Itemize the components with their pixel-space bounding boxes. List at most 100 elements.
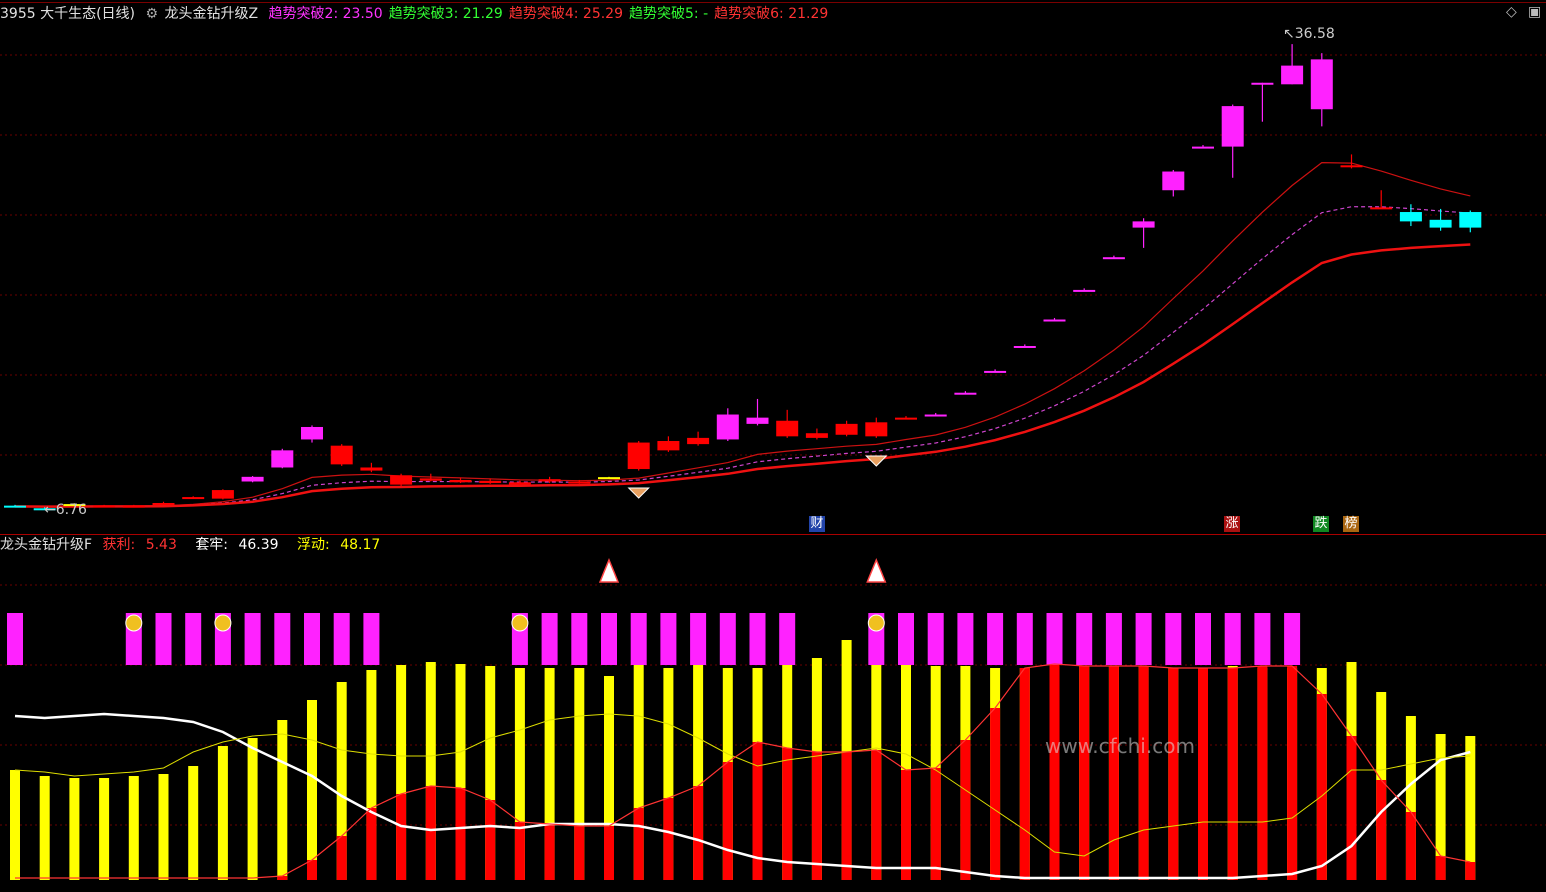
- indicator-line-4: 趋势突破4: 25.29: [508, 6, 623, 22]
- candle: [1370, 190, 1393, 210]
- diamond-icon[interactable]: ◇: [1506, 4, 1517, 20]
- yellow-bar: [396, 665, 407, 880]
- signal-bar: [363, 613, 380, 665]
- candle: [1340, 154, 1363, 169]
- signal-bar: [1076, 613, 1093, 665]
- candle-body: [122, 505, 145, 508]
- candle: [746, 398, 769, 426]
- candle: [776, 409, 799, 438]
- candle-body: [1102, 257, 1125, 260]
- rocket-icon: [598, 558, 620, 583]
- red-bar: [1316, 694, 1327, 880]
- marker-bang[interactable]: 榜: [1343, 516, 1359, 532]
- candle-body: [152, 502, 175, 505]
- red-bar: [485, 800, 496, 880]
- indicator-line-6: 趋势突破6: 21.29: [714, 6, 829, 22]
- candle: [63, 503, 86, 507]
- candle-body: [954, 392, 977, 395]
- yellow-bar: [544, 668, 555, 880]
- signal-bar: [1105, 613, 1122, 665]
- indicator-settings-icon[interactable]: ⚙: [145, 6, 159, 22]
- signal-bar: [1254, 613, 1271, 665]
- signal-bar: [1195, 613, 1211, 665]
- candle: [687, 431, 710, 446]
- candle-body: [687, 437, 710, 445]
- signal-bar: [274, 613, 291, 665]
- candle: [93, 504, 116, 508]
- candle-body: [1459, 212, 1482, 228]
- smile-icon: [214, 614, 232, 632]
- candle-body: [1043, 319, 1066, 322]
- main-chart-header: 3955 大千生态(日线) ⚙ 龙头金钻升级Z 趋势突破2: 23.50 趋势突破…: [0, 4, 840, 24]
- sub-indicator-name[interactable]: 龙头金钻升级F: [0, 537, 93, 553]
- candle-body: [984, 370, 1007, 373]
- trapped-value: 46.39: [238, 537, 279, 553]
- candle-body: [271, 450, 294, 468]
- candle-body: [924, 414, 947, 417]
- signal-bar: [1046, 613, 1063, 665]
- red-bar: [752, 742, 763, 880]
- yellow-bar: [901, 624, 911, 880]
- profit-line: [15, 663, 1471, 879]
- candle: [538, 476, 561, 484]
- red-bar: [722, 762, 733, 880]
- red-bar: [930, 768, 941, 880]
- yellow-bar: [99, 778, 110, 880]
- candle: [1102, 255, 1125, 260]
- candle: [152, 501, 175, 505]
- signal-bar: [987, 613, 1004, 665]
- stock-title[interactable]: 3955 大千生态(日线): [0, 6, 136, 22]
- candle-body: [33, 508, 56, 511]
- red-bar: [1138, 666, 1149, 880]
- candle: [241, 476, 264, 483]
- red-bar: [782, 748, 793, 880]
- yellow-bar: [455, 664, 466, 880]
- watermark: www.cfchi.com: [1045, 734, 1195, 758]
- candle: [1073, 288, 1096, 292]
- candle: [271, 448, 294, 469]
- candle: [924, 412, 947, 417]
- signal-bar: [304, 613, 320, 665]
- candle: [598, 476, 620, 480]
- profit-label: 获利:: [102, 537, 136, 553]
- float-line: [14, 713, 1471, 857]
- red-bar: [396, 794, 407, 880]
- high-price-label: ↖36.58: [1283, 26, 1335, 42]
- red-bar: [990, 708, 1001, 880]
- trapped-label: 套牢:: [195, 537, 229, 553]
- marker-zhang[interactable]: 涨: [1224, 516, 1240, 532]
- candle: [301, 425, 323, 443]
- indicator-name[interactable]: 龙头金钻升级Z: [164, 6, 259, 22]
- profit-value: 5.43: [145, 537, 177, 553]
- red-bar: [574, 826, 585, 880]
- signal-bar: [1284, 613, 1301, 665]
- low-price-label: ←6.76: [44, 502, 87, 518]
- marker-cai[interactable]: 财: [809, 516, 825, 532]
- candle-body: [865, 422, 888, 437]
- candle: [508, 480, 531, 486]
- yellow-bar: [693, 664, 704, 880]
- signal-bar: [333, 613, 350, 665]
- candle-body: [390, 475, 413, 485]
- red-bar: [1227, 668, 1238, 880]
- signal-bar: [690, 613, 707, 665]
- signal-bar: [601, 613, 617, 665]
- restore-icon[interactable]: ▣: [1528, 4, 1542, 20]
- candle-body: [538, 479, 561, 482]
- red-bar: [544, 824, 555, 880]
- yellow-bar: [188, 766, 199, 880]
- yellow-bar: [514, 668, 525, 880]
- signal-bar: [749, 613, 766, 665]
- candlestick-chart[interactable]: [0, 0, 1546, 534]
- candle-body: [1132, 221, 1155, 228]
- candle-body: [716, 414, 739, 440]
- candle: [954, 391, 977, 395]
- money-bag-icon: [867, 614, 885, 632]
- candle: [360, 462, 383, 473]
- red-bar: [1346, 736, 1357, 880]
- red-bar: [425, 786, 436, 880]
- marker-die[interactable]: 跌: [1313, 516, 1329, 532]
- red-bar: [663, 798, 674, 880]
- candle-body: [568, 481, 591, 484]
